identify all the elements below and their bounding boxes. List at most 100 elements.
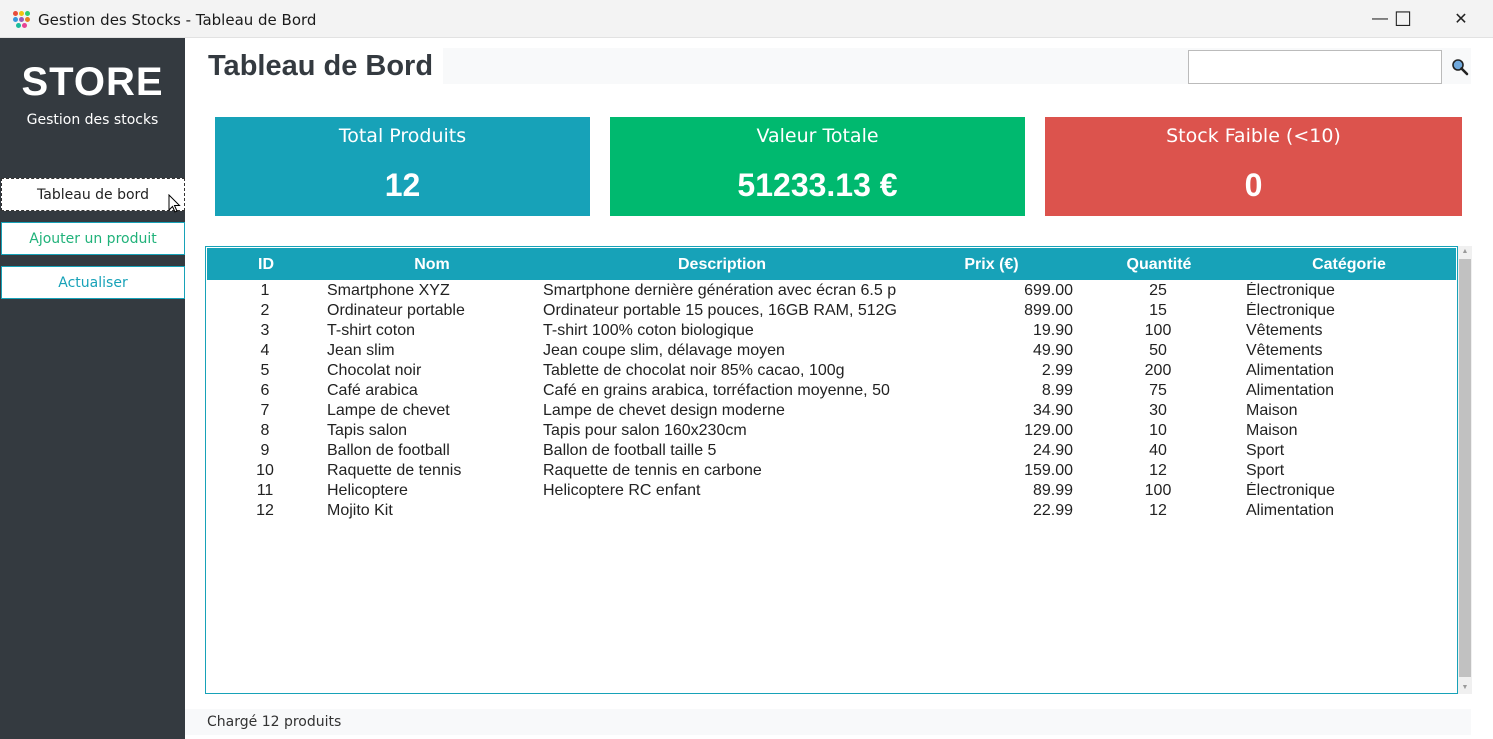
table-header: ID Nom Description Prix (€) Quantité Cat… [207, 248, 1456, 280]
cell-name: Ballon de football [327, 442, 450, 459]
cell-description: Helicoptere RC enfant [543, 482, 701, 499]
cell-id: 9 [260, 442, 270, 459]
cell-name: Ordinateur portable [327, 302, 465, 319]
cell-description: Smartphone dernière génération avec écra… [543, 282, 897, 299]
cell-quantity: 75 [1149, 382, 1167, 399]
cell-name: Café arabica [327, 382, 418, 399]
cell-description: Raquette de tennis en carbone [543, 462, 762, 479]
cell-price: 129.00 [1024, 422, 1073, 439]
cell-name: T-shirt coton [327, 322, 416, 339]
column-header-quantity[interactable]: Quantité [1126, 256, 1192, 273]
table-row[interactable]: 11 Helicoptere Helicoptere RC enfant 89.99 1… [206, 481, 1457, 501]
cell-name: Lampe de chevet [327, 402, 450, 419]
cell-price: 19.90 [1032, 322, 1073, 339]
sidebar-item-label: Ajouter un produit [29, 230, 157, 247]
table-scrollbar[interactable]: ▲ ▼ [1458, 246, 1472, 694]
cell-category: Électronique [1246, 302, 1335, 319]
cell-description: Tablette de chocolat noir 85% cacao, 100… [543, 362, 845, 379]
cell-quantity: 100 [1144, 322, 1172, 339]
cell-quantity: 15 [1149, 302, 1167, 319]
column-header-description[interactable]: Description [677, 256, 766, 273]
cell-quantity: 40 [1149, 442, 1167, 459]
column-header-price[interactable]: Prix (€) [964, 256, 1019, 273]
cell-id: 7 [260, 402, 270, 419]
main-panel: Tableau de Bord Total Produits 12 Valeur… [185, 38, 1493, 739]
cell-category: Alimentation [1246, 362, 1335, 379]
scroll-thumb[interactable] [1459, 259, 1471, 677]
status-text: Chargé 12 produits [207, 714, 342, 730]
sidebar-item-dashboard[interactable]: Tableau de bord [1, 178, 185, 211]
scroll-up-icon[interactable]: ▲ [1461, 248, 1469, 255]
table-row[interactable]: 10 Raquette de tennis Raquette de tennis e… [206, 461, 1457, 481]
cell-id: 6 [260, 382, 270, 399]
cell-name: Mojito Kit [327, 502, 393, 519]
cell-name: Jean slim [327, 342, 395, 359]
card-total-products: Total Produits 12 [215, 117, 590, 216]
cell-description: Ordinateur portable 15 pouces, 16GB RAM,… [543, 302, 897, 319]
table-row[interactable]: 6 Café arabica Café en grains arabica, tor… [206, 381, 1457, 401]
cell-description: Lampe de chevet design moderne [543, 402, 785, 419]
cell-id: 1 [260, 282, 270, 299]
cell-id: 10 [256, 462, 274, 479]
sidebar-item-label: Actualiser [58, 274, 128, 291]
maximize-button[interactable]: ☐ [1394, 8, 1412, 31]
cell-category: Alimentation [1246, 382, 1335, 399]
cell-name: Smartphone XYZ [327, 282, 450, 299]
cell-category: Vêtements [1246, 322, 1323, 339]
cell-quantity: 10 [1149, 422, 1167, 439]
mouse-cursor-icon [168, 194, 181, 213]
cell-quantity: 30 [1149, 402, 1167, 419]
table-row[interactable]: 8 Tapis salon Tapis pour salon 160x230cm 12… [206, 421, 1457, 441]
cell-id: 5 [260, 362, 270, 379]
sidebar-item-refresh[interactable]: Actualiser [1, 266, 185, 299]
sidebar: STORE Gestion des stocks [0, 38, 185, 739]
card-low-stock: Stock Faible (<10) 0 [1045, 117, 1462, 216]
cell-id: 8 [260, 422, 270, 439]
table-row[interactable]: 3 T-shirt coton T-shirt 100% coton biologi… [206, 321, 1457, 341]
close-button[interactable]: ✕ [1454, 11, 1468, 28]
cell-id: 3 [260, 322, 270, 339]
sidebar-item-add-product[interactable]: Ajouter un produit [1, 222, 185, 255]
cell-id: 12 [256, 502, 274, 519]
card-label: Total Produits [338, 125, 467, 147]
page-title: Tableau de Bord [208, 50, 434, 82]
table-row[interactable]: 5 Chocolat noir Tablette de chocolat noir … [206, 361, 1457, 381]
cell-price: 49.90 [1032, 342, 1073, 359]
minimize-button[interactable]: — [1372, 10, 1388, 27]
cell-name: Helicoptere [327, 482, 408, 499]
column-header-name[interactable]: Nom [414, 256, 450, 273]
cell-price: 8.99 [1041, 382, 1073, 399]
cell-id: 2 [260, 302, 270, 319]
cell-quantity: 25 [1149, 282, 1167, 299]
search-input[interactable] [1188, 50, 1442, 84]
scroll-down-icon[interactable]: ▼ [1461, 684, 1469, 691]
status-bar: Chargé 12 produits [185, 709, 1471, 735]
brand-subtitle: Gestion des stocks [26, 112, 159, 128]
column-header-id[interactable]: ID [258, 256, 274, 273]
cell-price: 899.00 [1024, 302, 1073, 319]
card-value: 0 [1244, 167, 1263, 203]
cell-description: Café en grains arabica, torréfaction moy… [543, 382, 890, 399]
column-header-category[interactable]: Catégorie [1312, 256, 1386, 273]
cell-quantity: 50 [1149, 342, 1167, 359]
cell-name: Tapis salon [327, 422, 408, 439]
table-row[interactable]: 9 Ballon de football Ballon de football ta… [206, 441, 1457, 461]
table-row[interactable]: 7 Lampe de chevet Lampe de chevet design m… [206, 401, 1457, 421]
products-table[interactable]: ID Nom Description Prix (€) Quantité Cat… [205, 246, 1458, 694]
window-titlebar: Gestion des Stocks - Tableau de Bord — ☐… [0, 0, 1493, 38]
search-icon[interactable] [1451, 58, 1469, 76]
cell-price: 24.90 [1032, 442, 1073, 459]
table-row[interactable]: 2 Ordinateur portable Ordinateur portable … [206, 301, 1457, 321]
cell-quantity: 100 [1144, 482, 1172, 499]
card-value: 51233.13 € [737, 167, 898, 203]
cell-name: Raquette de tennis [327, 462, 462, 479]
table-row[interactable]: 4 Jean slim Jean coupe slim, délavage moye… [206, 341, 1457, 361]
cell-category: Vêtements [1246, 342, 1323, 359]
table-row[interactable]: 12 Mojito Kit 22.99 12 Alimentation [206, 501, 1457, 521]
cell-name: Chocolat noir [327, 362, 422, 379]
cell-price: 89.99 [1032, 482, 1073, 499]
card-label: Stock Faible (<10) [1166, 125, 1341, 147]
card-label: Valeur Totale [756, 125, 879, 147]
table-row[interactable]: 1 Smartphone XYZ Smartphone dernière génér… [206, 281, 1457, 301]
sidebar-item-label: Tableau de bord [37, 186, 149, 203]
